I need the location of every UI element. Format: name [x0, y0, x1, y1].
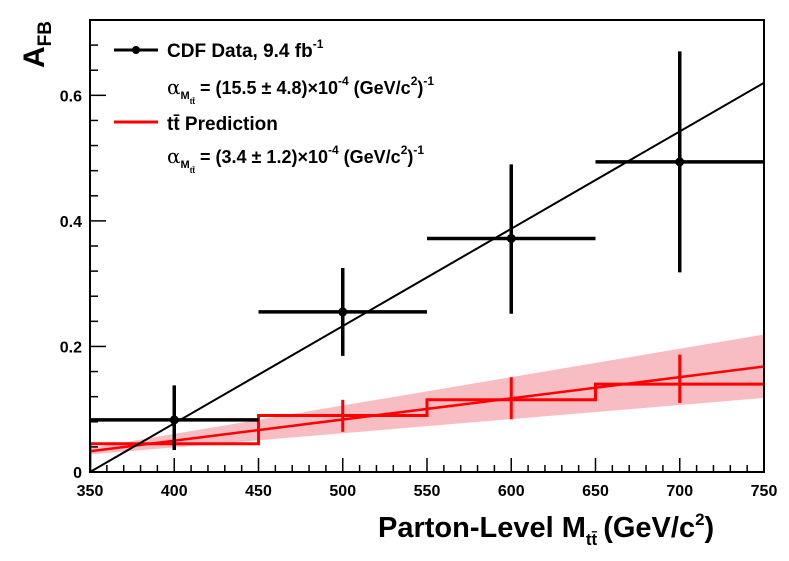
- x-tick-label: 350: [77, 483, 104, 500]
- x-tick-label: 700: [666, 483, 693, 500]
- prediction-histogram: [90, 382, 764, 472]
- legend-fit-prediction-units-exp: -1: [413, 143, 424, 157]
- legend-label-data-main: CDF Data, 9.4 fb: [167, 41, 313, 62]
- legend: CDF Data, 9.4 fb-1 αMtt̄ = (15.5 ± 4.8)×…: [114, 37, 434, 175]
- data-point: [506, 233, 516, 243]
- legend-fit-prediction-text: = (3.4 ± 1.2)×10: [195, 147, 328, 167]
- y-axis-title: AFB: [18, 21, 56, 68]
- legend-fit-data-subsub: tt̄: [190, 97, 196, 106]
- legend-fit-data-units-exp: -1: [423, 74, 434, 88]
- data-point: [675, 157, 685, 167]
- y-tick-label: 0.6: [60, 88, 82, 105]
- legend-fit-data-alpha: α: [167, 75, 181, 99]
- legend-fit-prediction-units-sup: 2: [401, 143, 408, 157]
- data-fit-line: [90, 81, 764, 472]
- x-axis-title: Parton-Level Mtt̄ (GeV/c2): [378, 510, 714, 549]
- legend-fit-prediction-exp: -4: [328, 143, 339, 157]
- prediction-uncertainty-band: [90, 334, 764, 455]
- x-tick-label: 500: [329, 483, 356, 500]
- legend-label-prediction: tt̄ Prediction: [167, 114, 278, 135]
- x-axis-title-main: Parton-Level M: [378, 512, 586, 544]
- y-axis-title-main: A: [18, 46, 51, 68]
- y-tick-label: 0.4: [60, 214, 82, 231]
- legend-fit-prediction-subsub: tt̄: [190, 166, 196, 175]
- x-axis-title-sub: tt̄: [586, 530, 598, 549]
- legend-label-data-sup: -1: [313, 37, 324, 51]
- legend-fit-data: αMtt̄ = (15.5 ± 4.8)×10-4 (GeV/c2)-1: [167, 74, 434, 106]
- legend-fit-data-units: (GeV/c: [349, 78, 411, 98]
- x-tick-label: 750: [751, 483, 778, 500]
- x-axis-title-unit-end: ): [705, 512, 715, 544]
- x-axis-title-unit: (GeV/c: [603, 512, 695, 544]
- y-tick-label: 0.2: [60, 339, 82, 356]
- x-tick-label: 400: [161, 483, 188, 500]
- y-tick-label: 0: [73, 465, 82, 482]
- x-tick-label: 550: [414, 483, 441, 500]
- legend-fit-data-sub: M: [181, 90, 190, 102]
- legend-swatch-data-marker: [132, 46, 140, 54]
- legend-label-data: CDF Data, 9.4 fb-1: [167, 37, 324, 62]
- legend-fit-data-units-sup: 2: [411, 74, 418, 88]
- legend-fit-data-units-end: ): [417, 78, 423, 98]
- x-tick-label: 650: [582, 483, 609, 500]
- legend-fit-prediction-sub: M: [181, 159, 190, 171]
- legend-fit-data-exp: -4: [338, 74, 349, 88]
- x-tick-label: 450: [245, 483, 272, 500]
- data-point: [338, 307, 348, 317]
- legend-fit-prediction: αMtt̄ = (3.4 ± 1.2)×10-4 (GeV/c2)-1: [167, 143, 424, 175]
- legend-fit-prediction-alpha: α: [167, 144, 181, 168]
- legend-fit-prediction-units: (GeV/c: [339, 147, 401, 167]
- data-point: [169, 415, 179, 425]
- y-axis-title-sub: FB: [35, 21, 56, 46]
- x-tick-label: 600: [498, 483, 525, 500]
- legend-fit-data-text: = (15.5 ± 4.8)×10: [195, 78, 338, 98]
- legend-fit-prediction-units-end: ): [407, 147, 413, 167]
- x-axis-title-unit-sup: 2: [695, 510, 704, 529]
